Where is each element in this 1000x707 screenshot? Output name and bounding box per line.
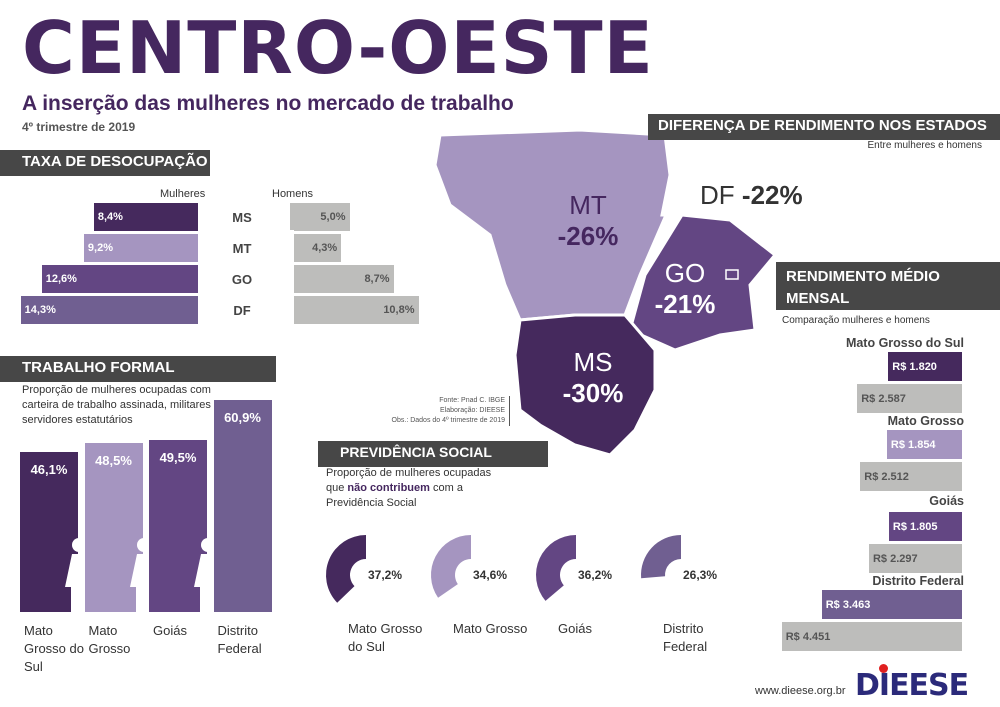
source-elaboracao: Elaboração: DIEESE — [440, 407, 505, 414]
region-value: -26% — [557, 221, 619, 251]
women-bar: 9,2% — [83, 234, 198, 262]
region-code: MT — [569, 190, 607, 220]
state-label: GO — [231, 272, 253, 287]
state-label: MS — [232, 210, 252, 225]
map-region-df — [725, 269, 739, 280]
formal-category: Mato Grosso do Sul — [24, 623, 84, 674]
pie-value: 36,2% — [578, 568, 613, 582]
pie-slice — [431, 535, 471, 598]
legend-women: Mulheres — [160, 188, 206, 200]
women-bar: 8,4% — [93, 203, 198, 231]
rendimento-category: Goiás — [929, 494, 964, 508]
map-label-df: DF -22% — [700, 180, 803, 211]
men-income-bar: R$ 4.451 — [781, 622, 962, 651]
page-subtitle: A inserção das mulheres no mercado de tr… — [22, 92, 514, 115]
rendimento-category: Distrito Federal — [872, 574, 964, 588]
bar-value: 49,5% — [159, 449, 197, 465]
section-header-previdencia: PREVIDÊNCIA SOCIAL — [318, 441, 548, 467]
region-value: -22% — [741, 180, 803, 210]
map-label-ms: MS -30% — [553, 347, 633, 409]
source-fonte: Fonte: Pnad C. IBGE — [439, 397, 505, 404]
women-income-bar: R$ 1.820 — [888, 352, 962, 381]
rendimento-subtitle: Comparação mulheres e homens — [782, 315, 930, 326]
person-silhouettes-icon — [198, 205, 294, 328]
region-code: DF — [700, 180, 735, 210]
bar-value: 48,5% — [95, 453, 132, 469]
formal-category: Goiás — [153, 623, 187, 638]
source-note: Fonte: Pnad C. IBGE Elaboração: DIEESE Obs… — [380, 396, 510, 426]
men-bar: 10,8% — [290, 296, 419, 324]
men-bar: 5,0% — [290, 203, 350, 231]
map-region-ms — [513, 313, 657, 457]
women-income-bar: R$ 3.463 — [821, 590, 962, 619]
pie-category: Mato Grosso — [453, 621, 528, 636]
map-region-go — [628, 213, 778, 352]
trabalho-formal-description: Proporção de mulheres ocupadas com carte… — [22, 384, 221, 426]
source-obs: Obs.: Dados do 4º trimestre de 2019 — [391, 417, 505, 424]
region-code: GO — [664, 258, 706, 288]
pie-slice — [326, 535, 366, 603]
men-bar: 8,7% — [290, 265, 394, 293]
legend-men: Homens — [272, 188, 313, 200]
men-income-bar: R$ 2.512 — [860, 462, 962, 491]
pie-category: Goiás — [558, 621, 592, 636]
pie-value: 37,2% — [368, 568, 403, 582]
website-link[interactable]: www.dieese.org.br — [755, 685, 846, 697]
pie-slice — [641, 535, 681, 579]
pie-category: Mato Grosso do Sul — [348, 621, 423, 654]
previdencia-pies — [326, 535, 681, 603]
desc-part: com a Previdência Social — [326, 482, 463, 509]
previdencia-description: Proporção de mulheres ocupadas que não c… — [326, 466, 496, 511]
women-income-bar: R$ 1.854 — [886, 430, 962, 459]
section-header-desocupacao: TAXA DE DESOCUPAÇÃO — [0, 150, 210, 176]
map-label-mt: MT -26% — [548, 190, 628, 252]
rendimento-category: Mato Grosso — [887, 414, 964, 428]
women-bar: 14,3% — [20, 296, 198, 324]
pie-value: 26,3% — [683, 568, 718, 582]
pie-value: 34,6% — [473, 568, 508, 582]
diferenca-subtitle: Entre mulheres e homens — [867, 140, 982, 151]
men-bar: 4,3% — [290, 234, 342, 262]
map-label-go: GO -21% — [645, 258, 725, 320]
men-income-bar: R$ 2.297 — [868, 544, 962, 573]
state-label: MT — [232, 241, 252, 256]
formal-category: Distrito Federal — [217, 623, 262, 656]
women-income-bar: R$ 1.805 — [888, 512, 962, 541]
formal-category: Mato Grosso — [88, 623, 131, 656]
pie-category: Distrito Federal — [663, 621, 708, 654]
rendimento-category: Mato Grosso do Sul — [845, 336, 964, 350]
section-header-trabalho-formal: TRABALHO FORMAL — [0, 356, 276, 382]
bar-value: 60,9% — [224, 410, 261, 426]
formal-bar: 60,9% — [213, 400, 272, 612]
dieese-logo: DIEESE — [855, 664, 985, 702]
page-title: CENTRO-OESTE — [22, 6, 654, 90]
men-income-bar: R$ 2.587 — [857, 384, 962, 413]
section-header-rendimento: RENDIMENTO MÉDIO MENSAL — [776, 262, 1000, 310]
section-header-diferenca: DIFERENÇA DE RENDIMENTO NOS ESTADOS — [648, 114, 1000, 140]
bar-value: 46,1% — [30, 461, 68, 477]
desc-part: Proporção de mulheres ocupadas que — [326, 467, 492, 494]
desc-emphasis: não contribuem — [347, 482, 430, 494]
centro-oeste-map — [433, 128, 778, 457]
state-label: DF — [233, 303, 251, 318]
region-value: -21% — [654, 289, 716, 319]
women-bar: 12,6% — [41, 265, 198, 293]
period: 4º trimestre de 2019 — [22, 120, 136, 134]
pie-slice — [536, 535, 576, 601]
region-code: MS — [573, 347, 613, 377]
region-value: -30% — [562, 378, 624, 408]
